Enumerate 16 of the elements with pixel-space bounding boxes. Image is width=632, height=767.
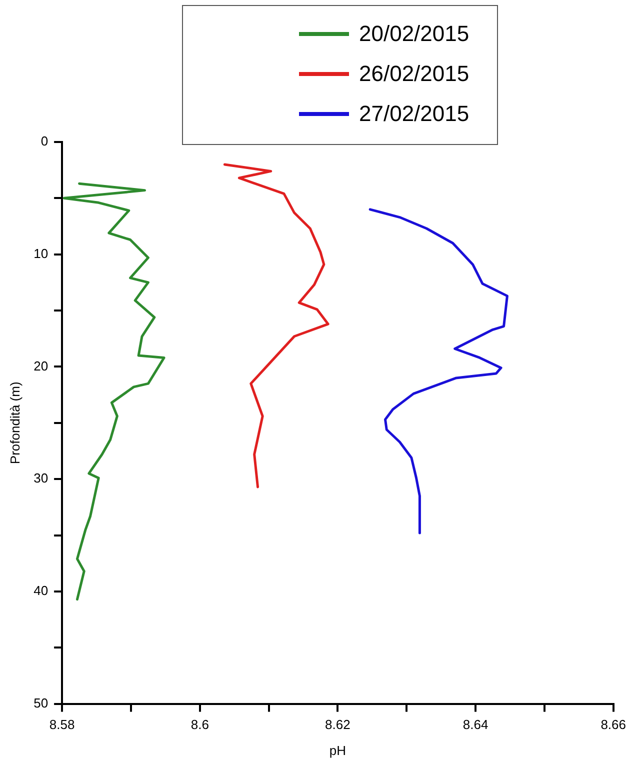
x-tick-label: 8.62: [325, 717, 350, 732]
legend-label: 26/02/2015: [359, 61, 470, 87]
y-tick-label: 30: [34, 470, 48, 486]
x-tick-label: 8.6: [190, 717, 209, 732]
legend-label: 27/02/2015: [359, 101, 470, 127]
x-axis-title: pH: [329, 742, 346, 758]
x-tick-label: 8.64: [462, 717, 488, 732]
y-tick-label: 20: [34, 358, 48, 374]
y-tick-label: 40: [34, 583, 48, 598]
y-tick-label: 10: [34, 246, 48, 261]
x-tick-label: 8.66: [600, 717, 626, 732]
y-tick-label: 50: [34, 695, 48, 710]
y-axis-title: Profondità (m): [7, 382, 22, 464]
x-tick-label: 8.58: [49, 717, 75, 732]
y-tick-label: 0: [40, 134, 48, 149]
legend-label: 20/02/2015: [359, 21, 470, 47]
